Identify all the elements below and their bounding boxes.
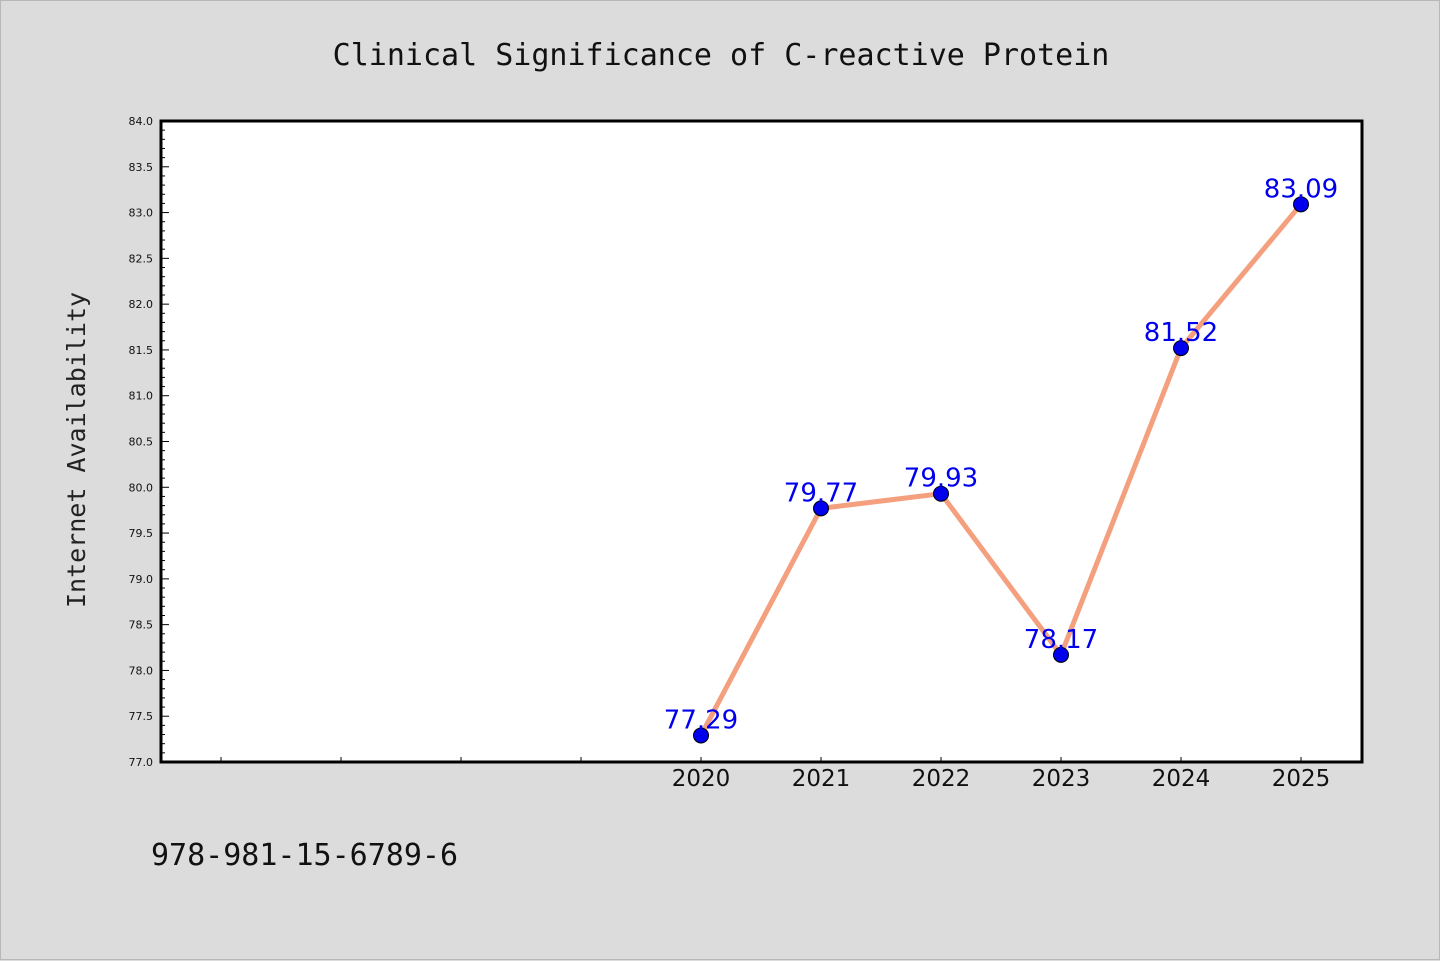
data-label: 83.09 (1264, 174, 1338, 204)
y-tick-label: 79.0 (129, 573, 154, 586)
y-tick-label: 77.5 (129, 710, 154, 723)
data-point (693, 727, 709, 744)
x-axis: 2020 2021 2022 2023 2024 2025 (220, 757, 1331, 792)
data-point (1293, 196, 1309, 213)
data-label: 79.93 (904, 464, 978, 494)
x-tick-label: 2023 (1032, 766, 1091, 792)
isbn-footer: 978-981-15-6789-6 (151, 838, 458, 873)
data-point (933, 485, 949, 502)
data-label: 79.77 (784, 478, 858, 508)
y-tick-label: 82.5 (129, 252, 154, 265)
x-tick-label: 2025 (1272, 766, 1331, 792)
y-tick-label: 80.5 (129, 436, 154, 449)
series-line-path (698, 201, 1304, 738)
x-tick-label: 2024 (1152, 766, 1211, 792)
data-point (1173, 340, 1189, 357)
y-tick-label: 78.5 (129, 619, 154, 632)
y-tick-label: 82.0 (129, 298, 154, 311)
data-point (813, 500, 829, 517)
data-label: 81.52 (1144, 318, 1218, 348)
data-label: 78.17 (1024, 625, 1098, 655)
y-tick-label: 80.0 (129, 481, 154, 494)
y-tick-label: 83.0 (129, 207, 154, 220)
y-tick-label: 81.5 (129, 344, 154, 357)
y-tick-label: 81.0 (129, 390, 154, 403)
y-axis-label: Internet Availability (62, 292, 91, 608)
data-labels: 77.29 79.77 79.93 78.17 81.52 83.09 (664, 174, 1338, 735)
data-point (1053, 646, 1069, 663)
series-line (693, 196, 1309, 744)
y-tick-label: 84.0 (129, 115, 154, 128)
chart-title: Clinical Significance of C-reactive Prot… (333, 38, 1110, 73)
y-tick-label: 77.0 (129, 756, 154, 769)
y-tick-label: 79.5 (129, 527, 154, 540)
x-tick-label: 2020 (672, 766, 731, 792)
y-tick-label: 78.0 (129, 664, 154, 677)
plot-area (159, 119, 1364, 764)
x-tick-label: 2021 (792, 766, 851, 792)
data-label: 77.29 (664, 705, 738, 735)
y-axis: 77.0 77.5 78.0 78.5 79.0 79.5 80.0 80.5 81.0 81.5… (129, 115, 169, 769)
x-tick-label: 2022 (912, 766, 971, 792)
y-tick-label: 83.5 (129, 161, 154, 174)
